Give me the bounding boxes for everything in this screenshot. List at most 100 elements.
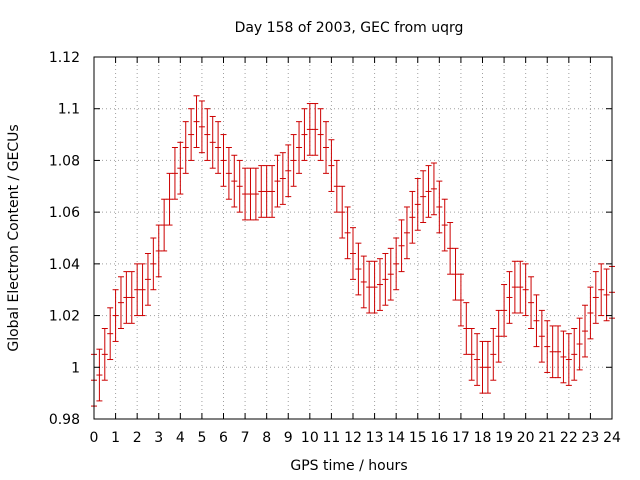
x-tick-label: 23 bbox=[582, 430, 600, 446]
data-point bbox=[339, 185, 346, 239]
x-axis-label: GPS time / hours bbox=[290, 458, 407, 474]
data-point bbox=[366, 260, 373, 314]
data-point bbox=[598, 263, 605, 317]
x-tick-label: 1 bbox=[111, 430, 120, 446]
data-point bbox=[177, 141, 184, 195]
x-tick-label: 11 bbox=[323, 430, 341, 446]
data-point bbox=[285, 144, 292, 198]
data-point bbox=[441, 198, 448, 252]
data-point bbox=[511, 260, 518, 314]
data-point bbox=[209, 115, 216, 169]
data-point bbox=[344, 206, 351, 260]
data-point bbox=[582, 304, 589, 358]
x-tick-label: 9 bbox=[284, 430, 293, 446]
x-tick-label: 7 bbox=[241, 430, 250, 446]
data-point bbox=[150, 237, 157, 291]
x-tick-label: 6 bbox=[219, 430, 228, 446]
data-point bbox=[576, 317, 583, 371]
data-point bbox=[565, 333, 572, 386]
x-tick-label: 3 bbox=[154, 430, 163, 446]
data-point bbox=[193, 95, 200, 148]
data-point bbox=[479, 340, 486, 394]
data-point bbox=[457, 273, 464, 327]
data-point bbox=[101, 328, 108, 381]
data-point bbox=[490, 328, 497, 381]
data-point bbox=[155, 224, 162, 278]
x-tick-label: 21 bbox=[538, 430, 556, 446]
x-tick-label: 12 bbox=[344, 430, 362, 446]
data-point bbox=[296, 121, 303, 174]
data-point bbox=[452, 247, 459, 301]
data-point bbox=[522, 263, 529, 317]
y-tick-label: 1 bbox=[71, 360, 80, 376]
data-point bbox=[188, 108, 195, 161]
data-point bbox=[603, 268, 610, 322]
data-point bbox=[274, 154, 281, 208]
y-tick-label: 1.02 bbox=[49, 309, 80, 325]
data-point bbox=[544, 320, 551, 373]
data-point bbox=[204, 108, 211, 161]
data-point bbox=[279, 152, 286, 205]
x-tick-label: 10 bbox=[301, 430, 319, 446]
y-axis: 0.98 1 1.02 1.04 1.06 1.08 1.1 1.12 bbox=[49, 50, 612, 428]
x-tick-label: 17 bbox=[452, 430, 470, 446]
data-point bbox=[171, 147, 178, 200]
x-tick-label: 24 bbox=[603, 430, 621, 446]
data-point bbox=[312, 103, 319, 156]
data-point bbox=[484, 340, 491, 394]
data-point bbox=[290, 134, 297, 187]
data-point bbox=[447, 221, 454, 275]
x-tick-label: 22 bbox=[560, 430, 578, 446]
y-axis-label: Global Electron Content / GECUs bbox=[6, 124, 22, 351]
data-point bbox=[231, 154, 238, 208]
x-tick-label: 18 bbox=[474, 430, 492, 446]
data-point bbox=[409, 190, 416, 244]
y-tick-label: 0.98 bbox=[49, 412, 80, 428]
data-point bbox=[166, 172, 173, 226]
data-point bbox=[161, 198, 168, 252]
data-point bbox=[495, 309, 502, 363]
data-point bbox=[393, 237, 400, 291]
data-point bbox=[144, 253, 151, 306]
data-point bbox=[236, 159, 243, 213]
data-point bbox=[301, 108, 308, 161]
data-point bbox=[474, 333, 481, 386]
data-point bbox=[555, 325, 562, 379]
data-point bbox=[538, 309, 545, 363]
x-tick-label: 16 bbox=[430, 430, 448, 446]
data-point bbox=[333, 159, 340, 213]
x-tick-label: 14 bbox=[387, 430, 405, 446]
data-point bbox=[112, 289, 119, 342]
chart-title: Day 158 of 2003, GEC from uqrg bbox=[235, 20, 464, 36]
data-point bbox=[317, 108, 324, 161]
data-point bbox=[328, 139, 335, 192]
data-point bbox=[134, 263, 141, 317]
data-point bbox=[123, 271, 130, 324]
x-tick-label: 2 bbox=[133, 430, 142, 446]
x-tick-label: 15 bbox=[409, 430, 427, 446]
data-point bbox=[430, 162, 437, 216]
data-point bbox=[225, 147, 232, 200]
data-point bbox=[468, 328, 475, 381]
data-point bbox=[376, 258, 383, 311]
data-point bbox=[387, 247, 394, 301]
data-point bbox=[414, 178, 421, 231]
data-point bbox=[355, 242, 362, 296]
data-point bbox=[198, 100, 205, 154]
data-point bbox=[571, 328, 578, 381]
data-point bbox=[269, 165, 276, 218]
data-point bbox=[592, 271, 599, 324]
x-tick-label: 13 bbox=[366, 430, 384, 446]
series-gec bbox=[91, 95, 615, 407]
data-point bbox=[517, 260, 524, 314]
data-point bbox=[252, 167, 259, 221]
data-point bbox=[128, 271, 135, 324]
data-point bbox=[463, 302, 470, 355]
data-point bbox=[420, 170, 427, 223]
data-point bbox=[215, 121, 222, 174]
data-point bbox=[501, 284, 508, 337]
x-tick-label: 0 bbox=[90, 430, 99, 446]
data-point bbox=[398, 219, 405, 273]
data-point bbox=[117, 276, 124, 329]
